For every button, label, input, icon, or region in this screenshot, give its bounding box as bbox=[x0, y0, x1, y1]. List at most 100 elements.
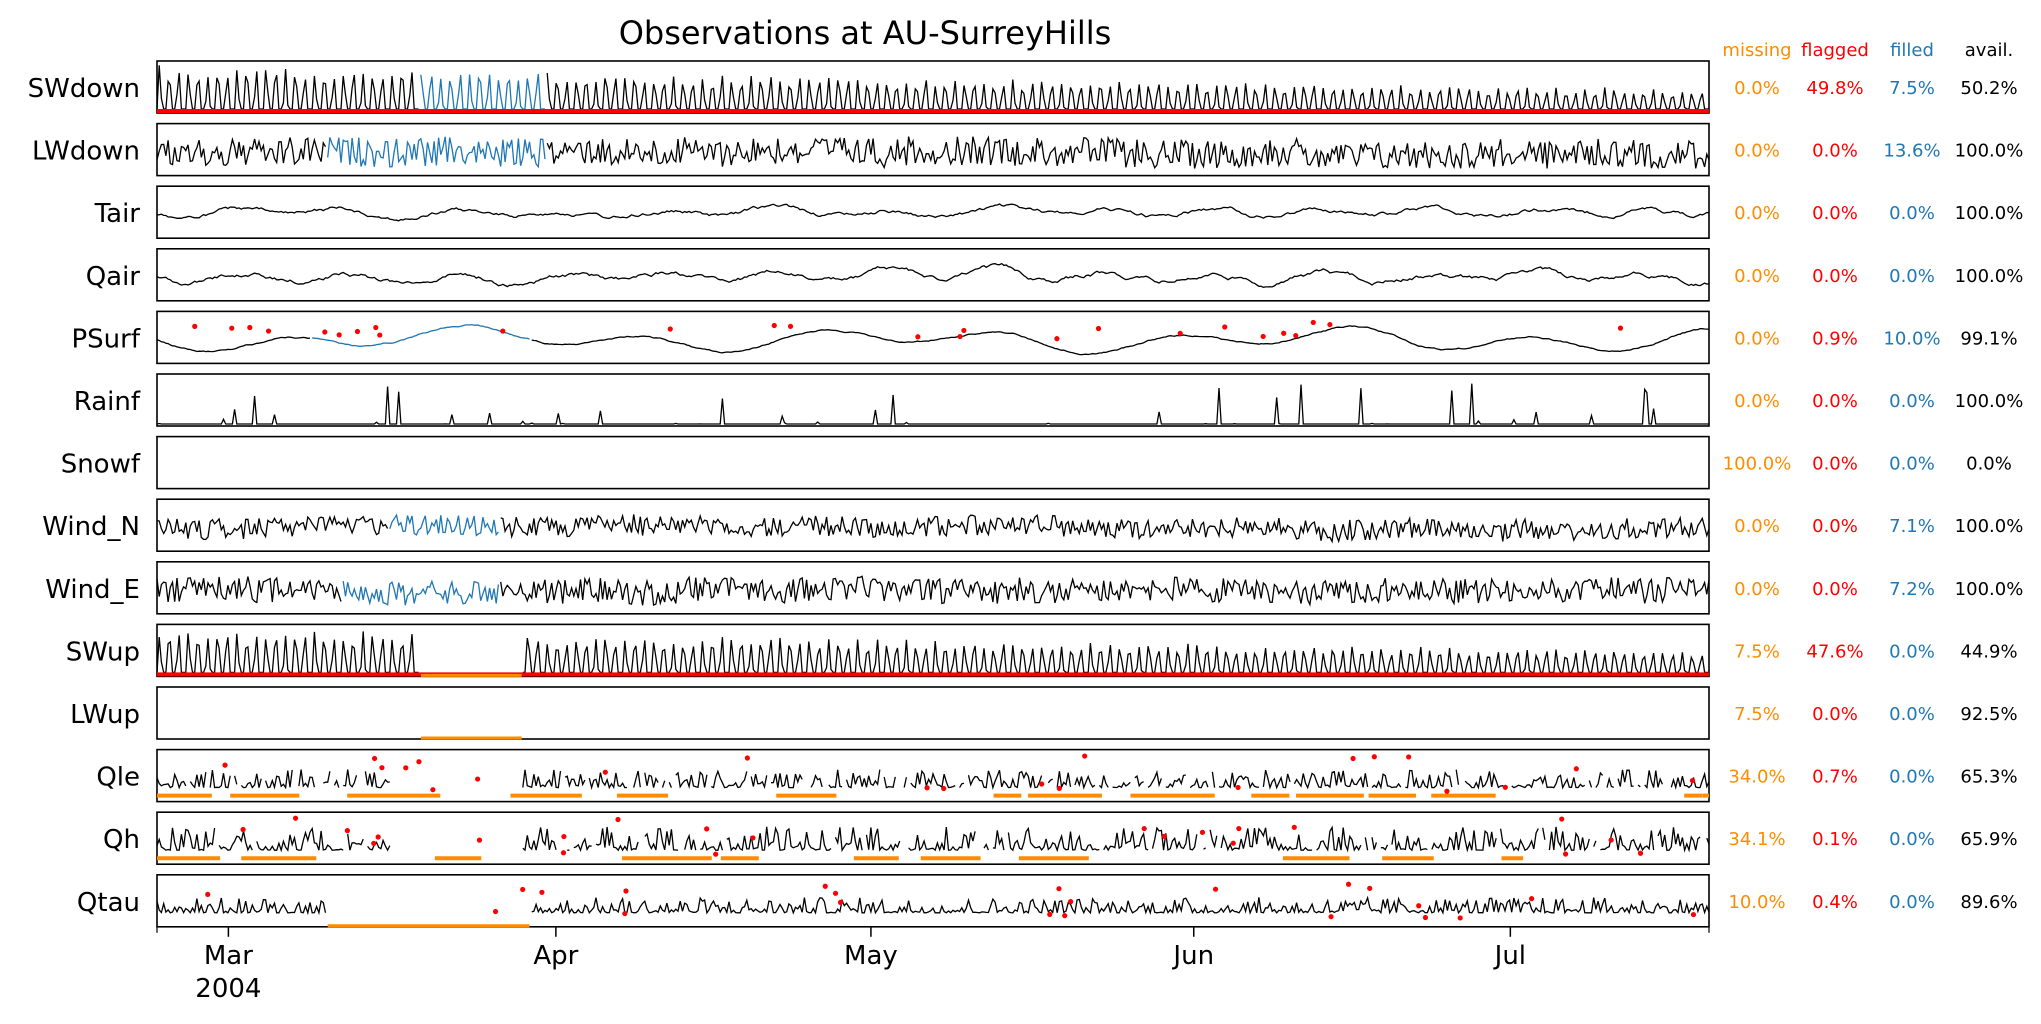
flagged-point-psurf bbox=[373, 324, 379, 331]
series-line-qair bbox=[156, 262, 1710, 288]
avail-value-qair: 100.0% bbox=[1955, 266, 2024, 287]
flagged-point-psurf bbox=[192, 323, 198, 329]
flagged-point-qtau bbox=[205, 891, 211, 898]
flagged-point-qh bbox=[476, 837, 483, 843]
series-line-tair bbox=[156, 203, 1710, 222]
flagged-point-qtau bbox=[1367, 885, 1373, 891]
flagged-value-qle: 0.7% bbox=[1812, 767, 1858, 788]
flagged-point-qh bbox=[292, 815, 299, 821]
series-line-qle bbox=[156, 769, 1710, 791]
panel-qair bbox=[156, 248, 1710, 302]
series-line-swdown bbox=[156, 65, 1709, 110]
flagged-point-qh bbox=[1559, 816, 1565, 822]
flagged-point-psurf bbox=[961, 327, 967, 334]
flagged-point-qtau bbox=[622, 910, 628, 917]
flagged-value-wind-e: 0.0% bbox=[1812, 579, 1858, 600]
missing-value-swup: 7.5% bbox=[1734, 641, 1780, 662]
row-label-qle: Qle bbox=[96, 763, 140, 793]
flagged-value-swup: 47.6% bbox=[1806, 641, 1863, 662]
flagged-point-qtau bbox=[539, 889, 545, 895]
flagged-value-snowf: 0.0% bbox=[1812, 454, 1858, 475]
flagged-point-qtau bbox=[1422, 914, 1429, 921]
flagged-point-qtau bbox=[1529, 896, 1535, 902]
flagged-point-qh bbox=[750, 835, 756, 841]
series-filled-swdown bbox=[420, 73, 545, 110]
filled-value-lwup: 0.0% bbox=[1889, 704, 1935, 725]
avail-value-qh: 65.9% bbox=[1960, 829, 2017, 850]
flagged-point-qle bbox=[475, 776, 481, 782]
flagged-point-qh bbox=[344, 828, 350, 834]
filled-column-header: filled bbox=[1890, 40, 1934, 61]
series-line-swup bbox=[156, 631, 1709, 674]
missing-value-wind-n: 0.0% bbox=[1734, 516, 1780, 537]
avail-value-psurf: 99.1% bbox=[1960, 328, 2017, 349]
filled-value-qle: 0.0% bbox=[1889, 767, 1935, 788]
panel-wind-n bbox=[156, 498, 1710, 553]
flagged-point-qh bbox=[1562, 851, 1569, 857]
flagged-point-psurf bbox=[500, 328, 506, 334]
flagged-point-qh bbox=[561, 833, 567, 840]
flagged-point-qh bbox=[375, 834, 381, 840]
avail-value-swdown: 50.2% bbox=[1960, 78, 2017, 99]
flagged-point-psurf bbox=[247, 324, 253, 331]
flagged-point-qle bbox=[379, 765, 385, 771]
flagged-column-header: flagged bbox=[1801, 40, 1869, 61]
series-line-qtau bbox=[156, 895, 1710, 916]
avail-column-header: avail. bbox=[1964, 40, 2014, 61]
row-label-lwdown: LWdown bbox=[32, 137, 140, 167]
flagged-value-lwup: 0.0% bbox=[1812, 704, 1858, 725]
filled-value-swup: 0.0% bbox=[1889, 641, 1935, 662]
flagged-point-psurf bbox=[1260, 333, 1266, 340]
flagged-point-qtau bbox=[492, 908, 499, 915]
flagged-point-qle bbox=[222, 762, 228, 768]
row-label-snowf: Snowf bbox=[61, 450, 141, 480]
row-label-swup: SWup bbox=[66, 637, 140, 667]
flagged-point-qh bbox=[1291, 824, 1297, 830]
filled-value-wind-n: 7.1% bbox=[1889, 516, 1935, 537]
flagged-point-psurf bbox=[1095, 325, 1102, 332]
panel-qh bbox=[156, 811, 1710, 866]
series-line-psurf bbox=[156, 325, 1709, 356]
flagged-point-qtau bbox=[1068, 899, 1074, 905]
missing-value-snowf: 100.0% bbox=[1723, 454, 1792, 475]
series-line-wind-n bbox=[156, 513, 1710, 544]
series-line-lwdown bbox=[156, 135, 1710, 170]
flagged-point-psurf bbox=[667, 326, 673, 332]
missing-value-qle: 34.0% bbox=[1728, 767, 1785, 788]
flagged-point-psurf bbox=[1293, 332, 1299, 339]
flagged-point-qtau bbox=[822, 883, 828, 889]
flagged-point-qle bbox=[371, 755, 378, 762]
row-label-qtau: Qtau bbox=[77, 888, 140, 918]
series-filled-wind-e bbox=[342, 579, 500, 606]
missing-column-header: missing bbox=[1722, 40, 1792, 61]
chart-title: Observations at AU-SurreyHills bbox=[618, 14, 1112, 52]
flagged-point-qle bbox=[1235, 784, 1241, 791]
flagged-point-qle bbox=[430, 787, 436, 793]
flagged-point-qle bbox=[1371, 754, 1377, 760]
row-label-psurf: PSurf bbox=[71, 324, 140, 354]
panel-snowf bbox=[156, 435, 1710, 490]
missing-value-wind-e: 0.0% bbox=[1734, 579, 1780, 600]
flagged-point-psurf bbox=[336, 332, 342, 338]
series-filled-wind-n bbox=[389, 513, 499, 537]
flagged-point-psurf bbox=[1177, 330, 1183, 336]
x-tick-label-may: May bbox=[844, 941, 898, 971]
flagged-point-qh bbox=[560, 850, 567, 856]
flagged-point-qh bbox=[1608, 837, 1614, 843]
filled-value-rainf: 0.0% bbox=[1889, 391, 1935, 412]
panel-wind-e bbox=[156, 560, 1710, 615]
flagged-value-wind-n: 0.0% bbox=[1812, 516, 1858, 537]
flagged-point-qle bbox=[744, 755, 750, 761]
flagged-point-qle bbox=[416, 759, 422, 765]
flagged-point-qtau bbox=[1328, 914, 1334, 920]
missing-value-lwdown: 0.0% bbox=[1734, 141, 1780, 162]
flagged-value-psurf: 0.9% bbox=[1812, 328, 1858, 349]
flagged-point-qh bbox=[615, 816, 621, 823]
filled-value-psurf: 10.0% bbox=[1883, 328, 1940, 349]
row-label-tair: Tair bbox=[94, 199, 141, 229]
flagged-point-psurf bbox=[957, 333, 963, 340]
filled-value-qh: 0.0% bbox=[1889, 829, 1935, 850]
row-label-rainf: Rainf bbox=[74, 387, 141, 417]
missing-value-tair: 0.0% bbox=[1734, 203, 1780, 224]
